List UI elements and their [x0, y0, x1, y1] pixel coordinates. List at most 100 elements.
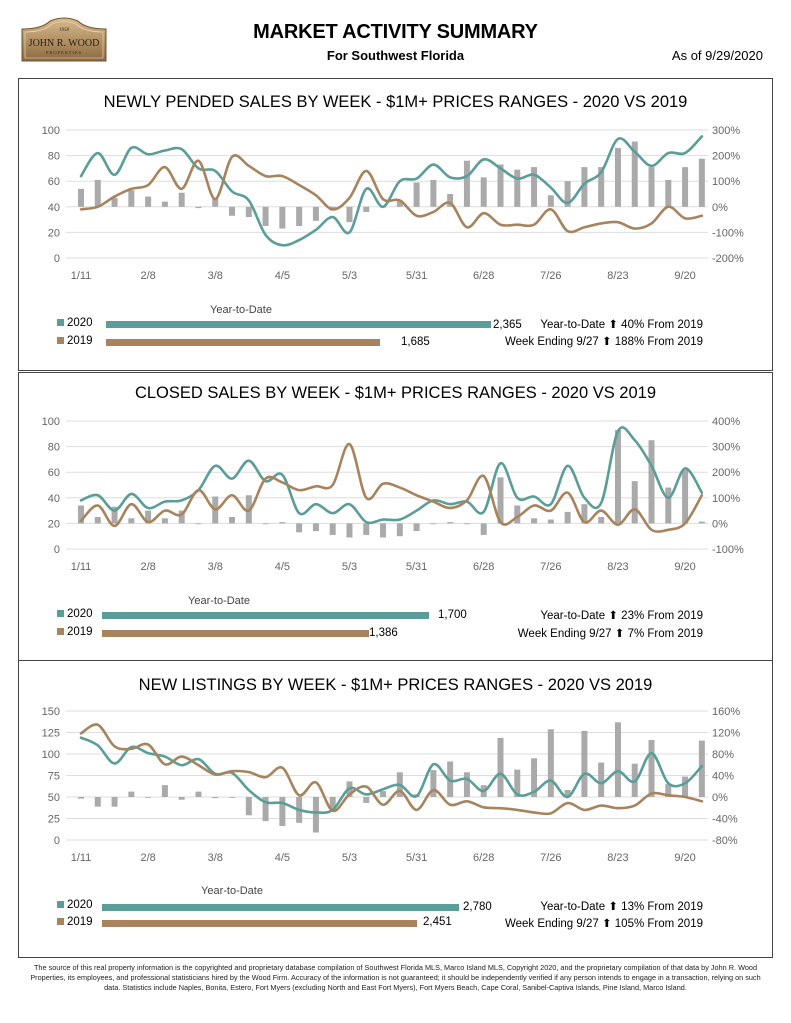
pct-change-bar: [212, 197, 219, 207]
ytd-bar-2019: [102, 630, 369, 637]
pct-change-bar: [178, 510, 185, 524]
legend-2020: 2020: [57, 899, 93, 911]
pct-change-bar: [178, 192, 185, 207]
page-subtitle: For Southwest Florida: [326, 48, 465, 63]
y2-tick-label: -100%: [712, 227, 744, 239]
pct-change-bar: [396, 200, 403, 207]
panel-pended-sales: NEWLY PENDED SALES BY WEEK - $1M+ PRICES…: [18, 78, 773, 371]
x-tick-label: 1/11: [71, 270, 92, 282]
pct-change-bar: [363, 523, 370, 535]
y-tick-label: 20: [48, 518, 60, 530]
pct-change-bar: [564, 511, 571, 524]
pct-change-bar: [111, 797, 118, 807]
pct-change-bar: [547, 729, 554, 797]
pct-change-bar: [598, 167, 605, 207]
pct-change-bar: [245, 797, 252, 816]
x-tick-label: 6/28: [473, 270, 494, 282]
pct-change-bar: [363, 206, 370, 212]
pct-change-bar: [128, 518, 135, 524]
y2-tick-label: 100%: [712, 493, 740, 505]
pct-change-bar: [698, 740, 705, 797]
pct-change-bar: [145, 510, 152, 524]
y-tick-label: 100: [42, 749, 60, 761]
pct-change-bar: [161, 518, 168, 524]
pct-change-bar: [296, 523, 303, 533]
x-tick-label: 1/11: [71, 852, 92, 864]
x-tick-label: 8/23: [607, 561, 628, 573]
pct-change-bar: [531, 758, 538, 797]
y2-tick-label: 0%: [712, 518, 728, 530]
pct-change-bar: [312, 797, 319, 833]
week-change: Week Ending 9/27 ⬆ 105% From 2019: [504, 918, 703, 930]
x-tick-label: 2/8: [140, 852, 155, 864]
pct-change-bar: [598, 762, 605, 797]
pct-change-bar: [195, 206, 202, 209]
line-series-2019: [79, 154, 704, 234]
panel-new-listings: NEW LISTINGS BY WEEK - $1M+ PRICES RANGE…: [18, 660, 773, 958]
y-tick-label: 60: [48, 176, 60, 188]
ytd-value-2019: 1,685: [401, 336, 430, 348]
ytd-change: Year-to-Date ⬆ 40% From 2019: [540, 319, 703, 331]
pct-change-bar: [564, 181, 571, 207]
x-tick-label: 2/8: [140, 270, 155, 282]
pct-change-bar: [531, 167, 538, 207]
as-of-date: As of 9/29/2020: [671, 48, 763, 63]
y-tick-label: 0: [54, 253, 60, 265]
legend-swatch-2020: [57, 901, 64, 908]
legend-swatch-2019: [57, 918, 64, 925]
ytd-bar-2019: [102, 920, 417, 927]
y2-tick-label: 200%: [712, 151, 740, 163]
pct-change-bar: [682, 776, 689, 797]
x-tick-label: 4/5: [275, 270, 290, 282]
legend-label: 2020: [67, 608, 93, 620]
pct-change-bar: [614, 147, 621, 207]
pct-change-bar: [581, 167, 588, 207]
pct-change-bar: [614, 722, 621, 797]
pct-change-bar: [346, 523, 353, 538]
y-tick-label: 25: [48, 814, 60, 826]
pct-change-bar: [648, 740, 655, 797]
y-tick-label: 100: [42, 125, 60, 137]
pct-change-bar: [547, 195, 554, 207]
ytd-change: Year-to-Date ⬆ 13% From 2019: [540, 901, 703, 913]
pct-change-bar: [380, 791, 387, 797]
ytd-label: Year-to-Date: [188, 595, 250, 607]
chart-title: NEWLY PENDED SALES BY WEEK - $1M+ PRICES…: [103, 93, 688, 111]
pct-change-bar: [514, 769, 521, 797]
y2-tick-label: 400%: [712, 416, 740, 428]
pct-change-bar: [447, 522, 454, 524]
y2-tick-label: 300%: [712, 442, 740, 454]
logo-name: JOHN R. WOOD: [29, 38, 100, 49]
page-title: MARKET ACTIVITY SUMMARY: [253, 21, 538, 43]
x-tick-label: 5/3: [342, 852, 357, 864]
x-tick-label: 3/8: [208, 270, 223, 282]
x-tick-label: 1/11: [71, 561, 92, 573]
x-tick-label: 8/23: [607, 270, 628, 282]
line-series-2019: [79, 723, 704, 816]
pct-change-bar: [329, 523, 336, 535]
pct-change-bar: [648, 440, 655, 524]
pct-change-bar: [380, 523, 387, 538]
ytd-bar-2020: [102, 612, 429, 619]
pct-change-bar: [312, 206, 319, 221]
pct-change-bar: [363, 797, 370, 803]
pct-change-bar: [262, 206, 269, 226]
y-tick-label: 40: [48, 202, 60, 214]
pct-change-bar: [279, 522, 286, 524]
pct-change-bar: [497, 477, 504, 524]
pct-change-bar: [564, 790, 571, 797]
x-tick-label: 7/26: [540, 270, 561, 282]
pct-change-bar: [665, 784, 672, 797]
y2-tick-label: -40%: [712, 814, 738, 826]
pct-change-bar: [598, 517, 605, 524]
pct-change-bar: [447, 194, 454, 207]
pct-change-bar: [463, 772, 470, 797]
y2-tick-label: -200%: [712, 253, 744, 265]
week-change: Week Ending 9/27 ⬆ 7% From 2019: [517, 628, 703, 640]
y-tick-label: 50: [48, 792, 60, 804]
y2-tick-label: -100%: [712, 544, 744, 556]
pct-change-bar: [145, 797, 152, 798]
pct-change-bar: [111, 506, 118, 524]
pct-change-bar: [111, 197, 118, 207]
